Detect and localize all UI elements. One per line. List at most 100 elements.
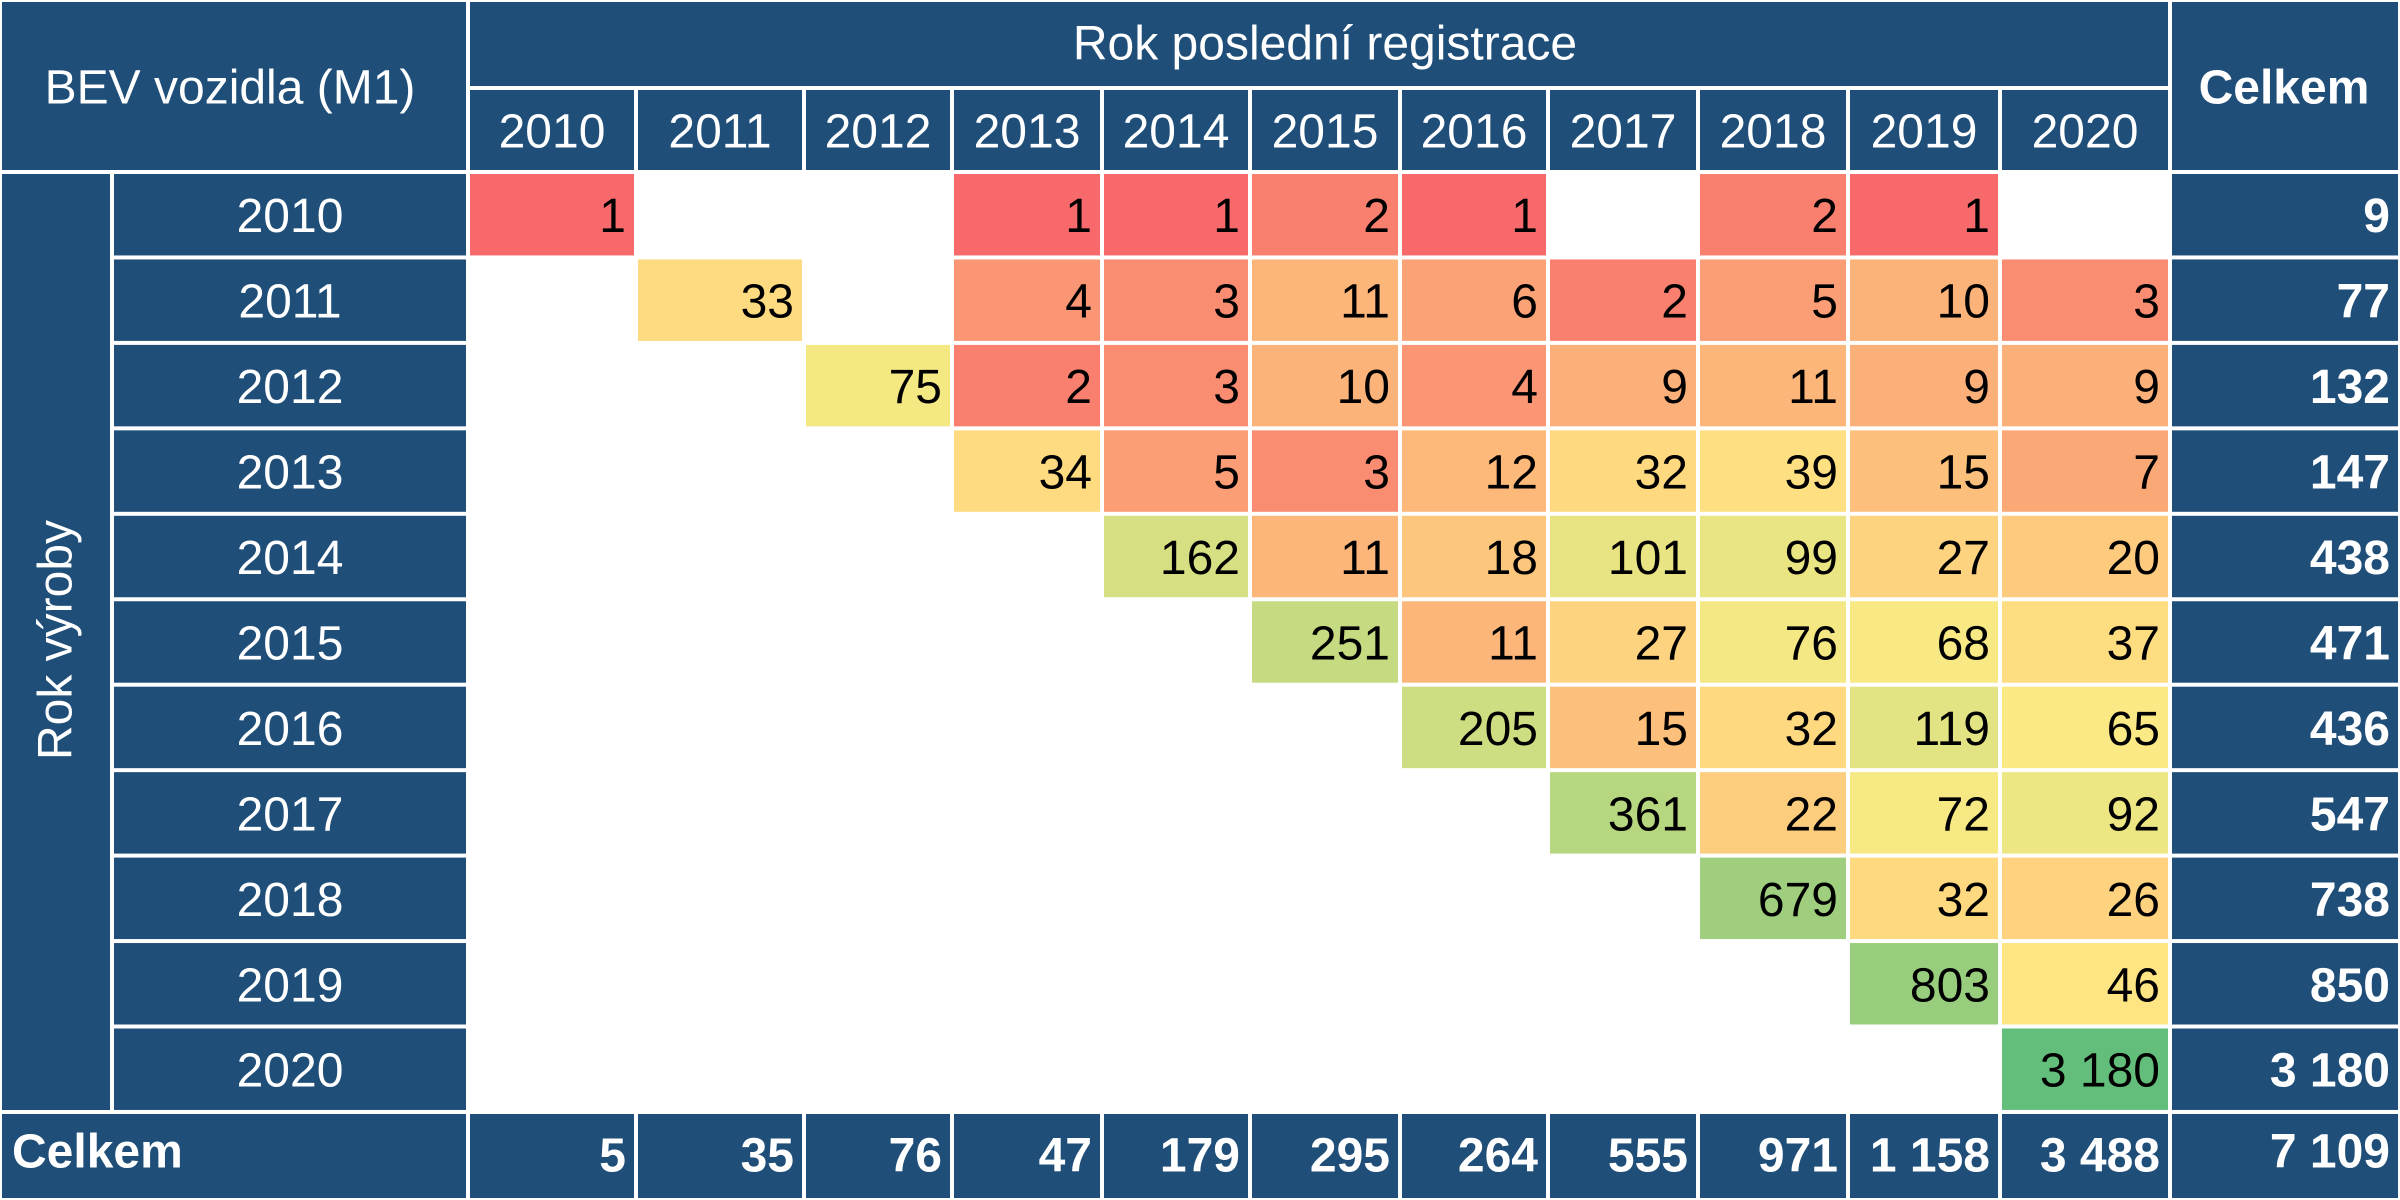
heatmap-cell [1252, 601, 1398, 683]
heatmap-cell [470, 174, 634, 256]
cell-value-label: 46 [2107, 959, 2160, 1012]
row-header-label: 2018 [237, 874, 344, 927]
heatmap-cell [1850, 601, 1998, 683]
column-header-label: 2017 [1570, 106, 1677, 159]
heatmap-cell [2002, 686, 2168, 769]
heatmap-cell [1850, 259, 1998, 341]
cell-value-label: 10 [1337, 361, 1390, 414]
heatmap-cell [2002, 772, 2168, 854]
row-total-label: 147 [2310, 447, 2390, 500]
row-header-cell [114, 857, 466, 940]
heatmap-cell [2002, 430, 2168, 512]
heatmap-cell [1700, 601, 1846, 683]
cell-value-label: 251 [1310, 617, 1390, 670]
row-group-label: Rok výroby [30, 520, 83, 760]
column-header-cell [806, 90, 950, 170]
heatmap-cell [638, 259, 802, 341]
cell-value-label: 75 [889, 361, 942, 414]
cell-value-label: 22 [1785, 788, 1838, 841]
corner-header-cell [2, 2, 466, 170]
column-total-cell [638, 1114, 802, 1198]
column-total-cell [1550, 1114, 1696, 1198]
row-header-label: 2019 [237, 959, 344, 1012]
cell-value-label: 5 [1213, 447, 1240, 500]
corner-label: BEV vozidla (M1) [45, 62, 416, 115]
cell-value-label: 6 [1511, 276, 1538, 329]
cell-value-label: 26 [2107, 874, 2160, 927]
row-header-label: 2016 [237, 703, 344, 756]
heatmap-cell [1850, 686, 1998, 769]
heatmap-cell [1402, 686, 1546, 769]
heatmap-cell [1550, 772, 1696, 854]
row-header-label: 2013 [237, 447, 344, 500]
row-header-cell [114, 1028, 466, 1110]
cell-value-label: 205 [1458, 703, 1538, 756]
heatmap-cell [1252, 344, 1398, 427]
cell-value-label: 1 [1963, 190, 1990, 243]
heatmap-cell [1700, 344, 1846, 427]
column-total-cell [1402, 1114, 1546, 1198]
cell-value-label: 72 [1937, 788, 1990, 841]
cell-value-label: 3 [1213, 361, 1240, 414]
row-total-cell [2172, 686, 2398, 769]
heatmap-cell [1700, 430, 1846, 512]
cell-value-label: 33 [741, 276, 794, 329]
grand-total-cell [2172, 1114, 2398, 1198]
cell-value-label: 32 [1785, 703, 1838, 756]
cell-value-label: 34 [1039, 447, 1092, 500]
column-total-label: 35 [741, 1130, 794, 1183]
column-total-label: 1 158 [1870, 1130, 1990, 1183]
heatmap-cell [1700, 857, 1846, 940]
column-header-cell [1700, 90, 1846, 170]
cell-value-label: 9 [2133, 361, 2160, 414]
row-header-label: 2010 [237, 190, 344, 243]
row-total-label: 9 [2363, 190, 2390, 243]
column-total-cell [470, 1114, 634, 1198]
row-header-label: 2015 [237, 617, 344, 670]
cell-value-label: 1 [1511, 190, 1538, 243]
column-header-label: 2014 [1123, 106, 1230, 159]
cell-value-label: 162 [1160, 532, 1240, 585]
row-total-label: 436 [2310, 703, 2390, 756]
column-header-label: 2018 [1720, 106, 1827, 159]
row-total-cell [2172, 1028, 2398, 1110]
cell-value-label: 11 [1340, 276, 1390, 329]
column-header-label: 2016 [1421, 106, 1528, 159]
heatmap-cell [806, 344, 950, 427]
column-header-cell [1104, 90, 1248, 170]
heatmap-cell [1550, 515, 1696, 598]
heatmap-cell [2002, 344, 2168, 427]
row-header-label: 2014 [237, 532, 344, 585]
column-header-cell [638, 90, 802, 170]
row-header-cell [114, 344, 466, 427]
cell-value-label: 361 [1608, 788, 1688, 841]
cell-value-label: 803 [1910, 959, 1990, 1012]
heatmap-cell [1550, 601, 1696, 683]
heatmap-cell [1104, 344, 1248, 427]
row-total-label: 132 [2310, 361, 2390, 414]
cell-value-label: 2 [1811, 190, 1838, 243]
column-total-cell [1104, 1114, 1248, 1198]
heatmap-cell [1700, 515, 1846, 598]
cell-value-label: 11 [1488, 617, 1538, 670]
column-header-cell [1850, 90, 1998, 170]
heatmap-cell [2002, 601, 2168, 683]
cell-value-label: 3 [1213, 276, 1240, 329]
column-header-cell [954, 90, 1100, 170]
heatmap-cell [1252, 515, 1398, 598]
heatmap-cell [1850, 857, 1998, 940]
cell-value-label: 119 [1913, 703, 1990, 756]
column-total-label: 295 [1310, 1130, 1390, 1183]
cell-value-label: 27 [1937, 532, 1990, 585]
heatmap-cell [1252, 259, 1398, 341]
heatmap-cell [1402, 601, 1546, 683]
cell-value-label: 2 [1065, 361, 1092, 414]
row-total-cell [2172, 259, 2398, 341]
heatmap-cell [1850, 344, 1998, 427]
column-group-label: Rok poslední registrace [1073, 18, 1577, 71]
cell-value-label: 99 [1785, 532, 1838, 585]
column-group-header-cell [470, 2, 2168, 86]
